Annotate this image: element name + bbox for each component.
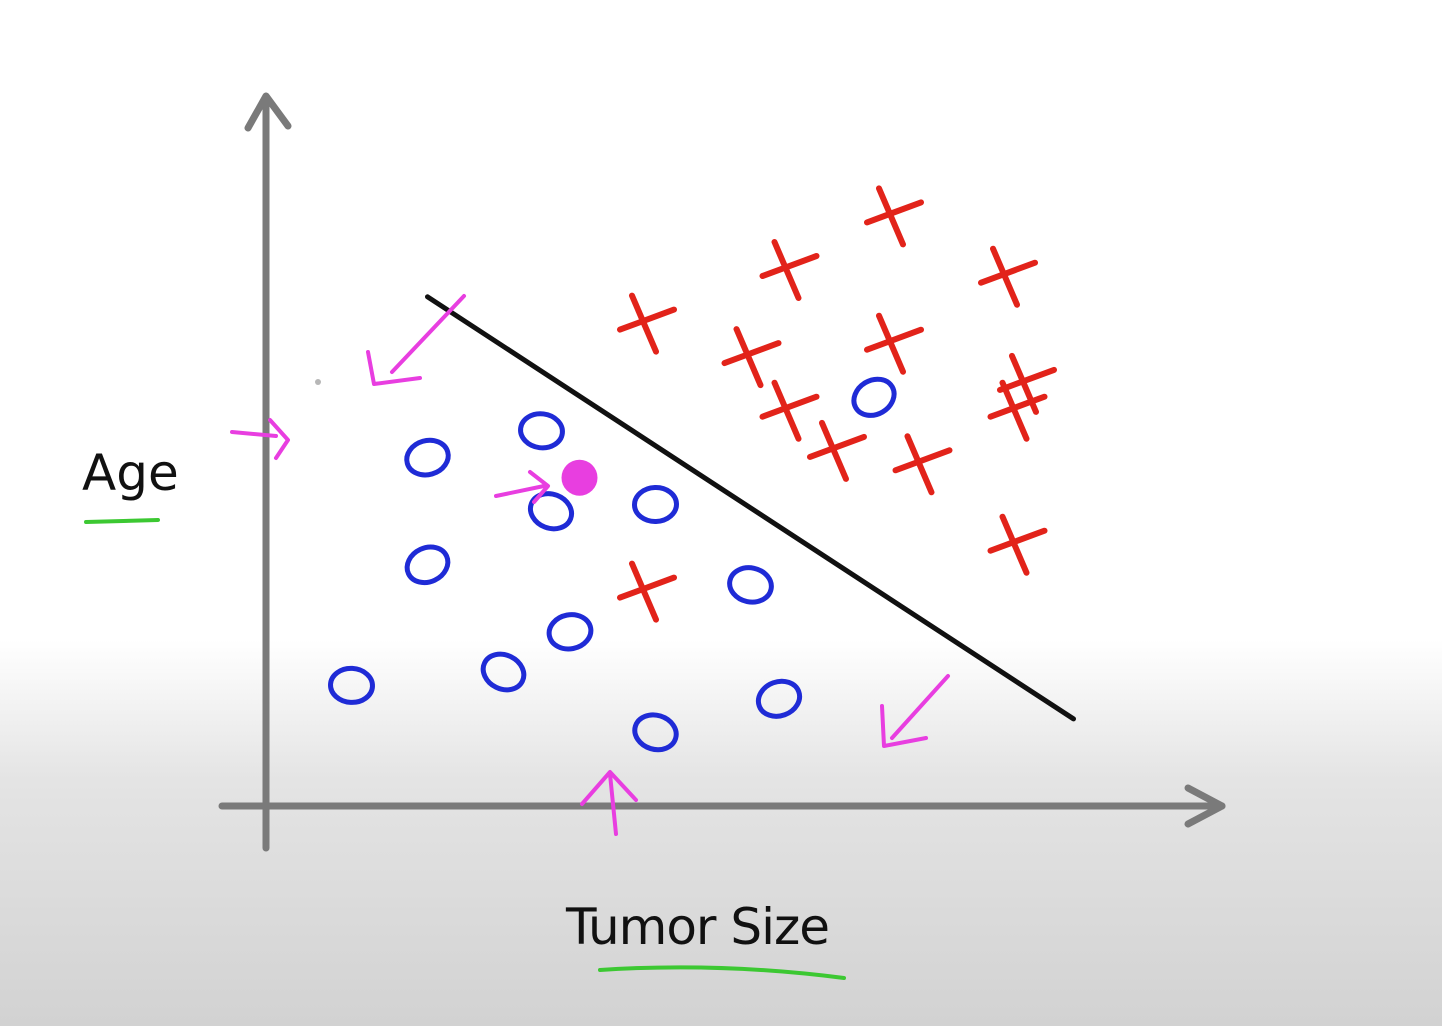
x-label-underline	[598, 965, 846, 980]
annotation-arrow-bottom	[580, 770, 638, 836]
decision-boundary-line	[425, 294, 1076, 722]
data-point-x-11	[987, 513, 1048, 576]
annotation-arrow-to-point	[494, 470, 550, 504]
data-point-o-1	[518, 411, 565, 451]
data-point-o-0	[851, 376, 897, 418]
highlighted-data-point	[561, 459, 598, 496]
x-axis-arrowhead	[1184, 784, 1226, 828]
annotation-layer	[84, 294, 950, 980]
data-marks	[328, 185, 1057, 753]
annotation-arrow-left	[230, 418, 290, 460]
data-point-o-3	[527, 491, 575, 532]
data-point-x-5	[864, 312, 924, 375]
data-point-o-10	[755, 678, 803, 719]
annotation-arrow-upper-left	[366, 294, 466, 386]
annotation-arrow-lower-right	[880, 674, 950, 748]
boundary-layer	[425, 294, 1076, 722]
data-point-o-8	[480, 651, 527, 693]
x-axis-label: Tumor Size	[566, 898, 830, 956]
annotation-dot	[315, 379, 321, 385]
data-point-x-7	[759, 379, 820, 442]
data-point-x-9	[892, 433, 953, 496]
axes	[218, 92, 1226, 852]
y-label-underline	[84, 518, 160, 524]
data-point-o-9	[328, 665, 375, 705]
data-point-o-7	[546, 612, 594, 652]
y-axis-label: Age	[82, 444, 179, 502]
y-axis-arrowhead	[244, 92, 292, 132]
data-point-o-6	[727, 565, 774, 605]
data-point-x-8	[807, 419, 867, 482]
data-point-o-11	[632, 712, 679, 753]
data-point-x-12	[617, 560, 677, 623]
data-point-x-4	[721, 326, 782, 389]
data-point-x-3	[978, 245, 1038, 308]
data-point-o-2	[404, 437, 451, 478]
data-point-o-4	[632, 484, 679, 525]
data-point-x-2	[864, 185, 924, 248]
data-point-o-5	[404, 544, 451, 586]
annotation-arrows	[230, 294, 950, 836]
data-point-x-1	[759, 239, 820, 301]
data-point-x-10	[987, 379, 1048, 442]
data-point-x-0	[617, 292, 677, 355]
